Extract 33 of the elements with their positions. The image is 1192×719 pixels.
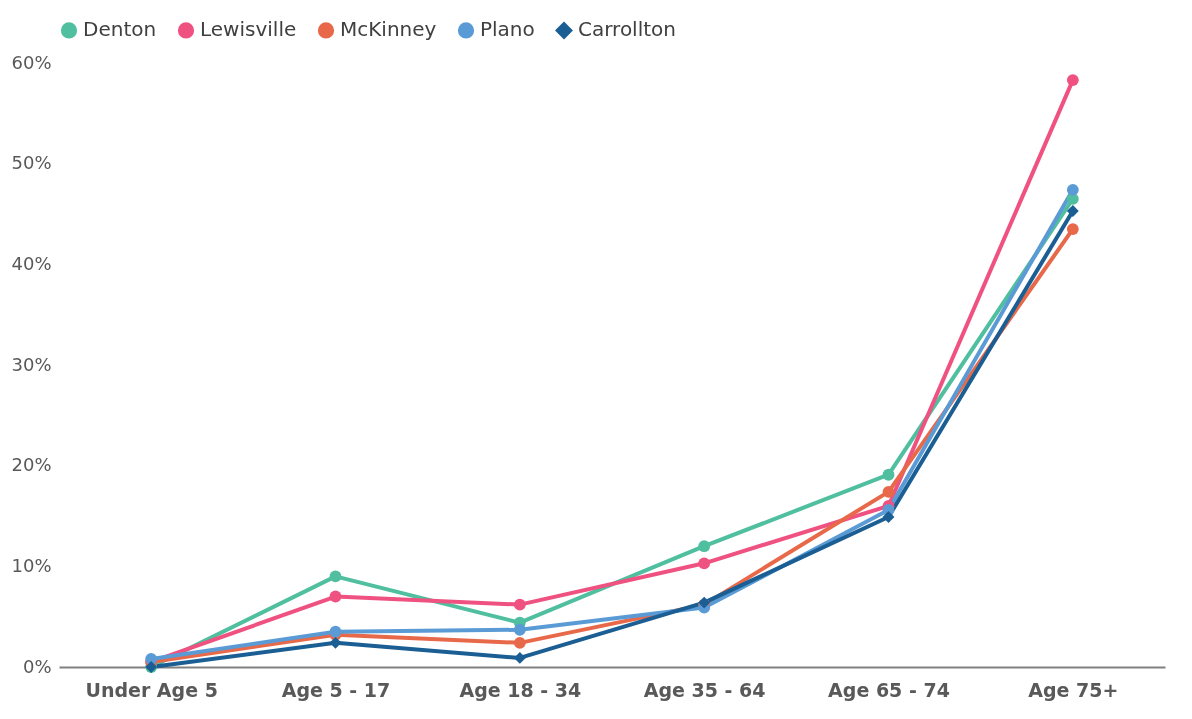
point [1066, 223, 1079, 235]
point [882, 468, 895, 481]
point [1066, 74, 1079, 87]
legend-label: Lewisville [200, 17, 297, 42]
y-tick-label: 40% [11, 252, 52, 274]
point [882, 511, 895, 523]
point [1066, 205, 1079, 217]
legend-label: Plano [480, 17, 535, 42]
x-tick-label: Age 18 - 34 [459, 678, 582, 701]
point [513, 623, 526, 636]
x-tick-label: Under Age 5 [85, 678, 218, 701]
y-tick-label: 60% [11, 51, 52, 73]
x-tick-label: Age 5 - 17 [281, 678, 391, 701]
y-tick-label: 20% [11, 454, 52, 476]
x-tick-label: Age 35 - 64 [643, 678, 766, 701]
legend-label: Carrollton [578, 17, 676, 42]
y-tick-label: 0% [22, 655, 52, 677]
point [698, 557, 711, 570]
point [698, 540, 711, 553]
point [882, 485, 895, 498]
x-tick-label: Age 75+ [1028, 678, 1119, 701]
point [513, 636, 526, 649]
y-tick-label: 10% [11, 554, 52, 576]
x-tick-label: Age 65 - 74 [828, 678, 950, 701]
legend-label: McKinney [340, 17, 437, 42]
point [329, 636, 342, 649]
point [329, 570, 342, 583]
y-tick-label: 50% [11, 152, 52, 174]
point [1066, 183, 1079, 196]
point [513, 598, 526, 611]
y-tick-label: 30% [11, 353, 52, 375]
point [329, 590, 342, 603]
legend-label: Denton [83, 17, 157, 42]
